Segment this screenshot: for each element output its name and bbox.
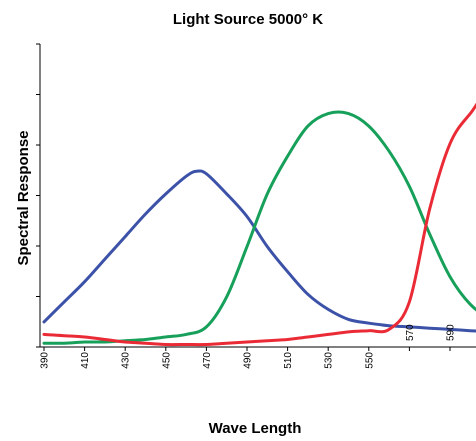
chart-title: Light Source 5000° K — [173, 11, 323, 28]
series-line-3 — [42, 102, 476, 347]
x-tick-label: 490 — [243, 352, 254, 369]
x-tick-label: 530 — [324, 352, 335, 369]
x-tick-label: 390 — [40, 352, 51, 369]
y-axis-title: Spectral Response — [15, 130, 32, 265]
x-tick-label: 450 — [161, 352, 172, 369]
tick-layer: 3904104304504704905105305505705906106306… — [36, 43, 457, 369]
x-tick-label: 470 — [202, 352, 213, 369]
x-tick-label: 570 — [405, 324, 416, 341]
series-layer — [42, 102, 476, 347]
x-tick-label: 430 — [121, 352, 132, 369]
x-tick-label: 510 — [283, 352, 294, 369]
series-line-1 — [42, 169, 476, 333]
x-tick-label: 550 — [364, 352, 375, 369]
series-line-2 — [42, 110, 476, 345]
x-tick-label: 590 — [446, 324, 457, 341]
x-axis-title: Wave Length — [209, 420, 302, 437]
x-tick-label: 410 — [80, 352, 91, 369]
